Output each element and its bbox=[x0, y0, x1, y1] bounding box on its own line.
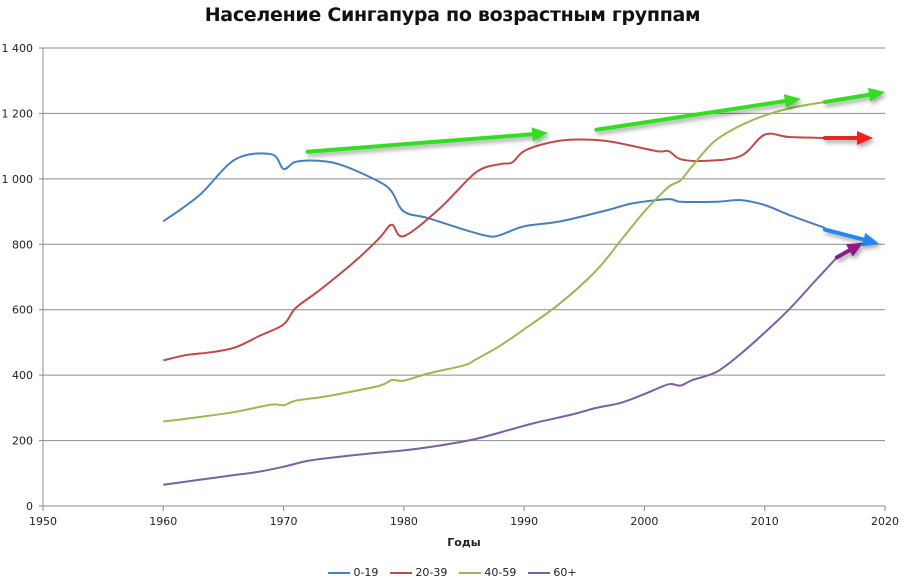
trend-arrow-icon bbox=[305, 127, 549, 154]
series-line-20-39 bbox=[163, 132, 825, 362]
x-tick-label: 1980 bbox=[390, 515, 418, 528]
trend-arrow-icon bbox=[822, 130, 873, 145]
chart-title: Население Сингапура по возрастным группа… bbox=[204, 4, 701, 26]
legend-label: 0-19 bbox=[353, 566, 379, 579]
legend-swatch-icon bbox=[528, 571, 551, 574]
legend-label: 20-39 bbox=[415, 566, 448, 579]
axes: 0 200 400 600 800 1 000 1 200 1 400 1950 1960 1970… bbox=[2, 42, 900, 528]
x-tick-label: 2020 bbox=[871, 515, 899, 528]
legend-item-20-39: 20-39 bbox=[390, 566, 447, 579]
trend-arrow-icon bbox=[594, 94, 801, 132]
series-line-0-19 bbox=[162, 152, 826, 238]
trend-arrow-icon bbox=[834, 242, 864, 260]
legend-label: 40-59 bbox=[484, 566, 517, 579]
trend-arrows bbox=[305, 87, 885, 260]
x-tick-label: 1960 bbox=[149, 515, 177, 528]
series-line-40-59 bbox=[163, 101, 826, 423]
legend: 0-19 20-39 40-59 60+ bbox=[0, 566, 905, 579]
y-tick-label: 200 bbox=[12, 435, 33, 448]
legend-swatch-icon bbox=[390, 571, 413, 574]
y-tick-label: 800 bbox=[12, 238, 33, 251]
trend-arrow-icon bbox=[822, 227, 879, 247]
legend-item-40-59: 40-59 bbox=[459, 566, 516, 579]
series-lines bbox=[162, 101, 838, 486]
legend-item-0-19: 0-19 bbox=[328, 566, 378, 579]
y-tick-label: 600 bbox=[12, 304, 33, 317]
legend-swatch-icon bbox=[459, 571, 482, 574]
legend-swatch-icon bbox=[328, 571, 351, 574]
series-line-60+ bbox=[163, 256, 838, 486]
x-tick-label: 1950 bbox=[29, 515, 57, 528]
x-tick-label: 2010 bbox=[751, 515, 779, 528]
x-tick-label: 2000 bbox=[630, 515, 658, 528]
y-tick-label: 400 bbox=[12, 369, 33, 382]
y-tick-label: 1 400 bbox=[2, 42, 34, 55]
x-tick-label: 1990 bbox=[510, 515, 538, 528]
legend-label: 60+ bbox=[553, 566, 577, 579]
x-axis-label: Годы bbox=[447, 536, 480, 549]
y-tick-label: 1 000 bbox=[2, 173, 34, 186]
legend-item-60+: 60+ bbox=[528, 566, 577, 579]
y-tick-label: 1 200 bbox=[2, 107, 34, 120]
trend-arrow-icon bbox=[822, 87, 885, 104]
y-tick-label: 0 bbox=[26, 500, 33, 513]
x-tick-label: 1970 bbox=[270, 515, 298, 528]
